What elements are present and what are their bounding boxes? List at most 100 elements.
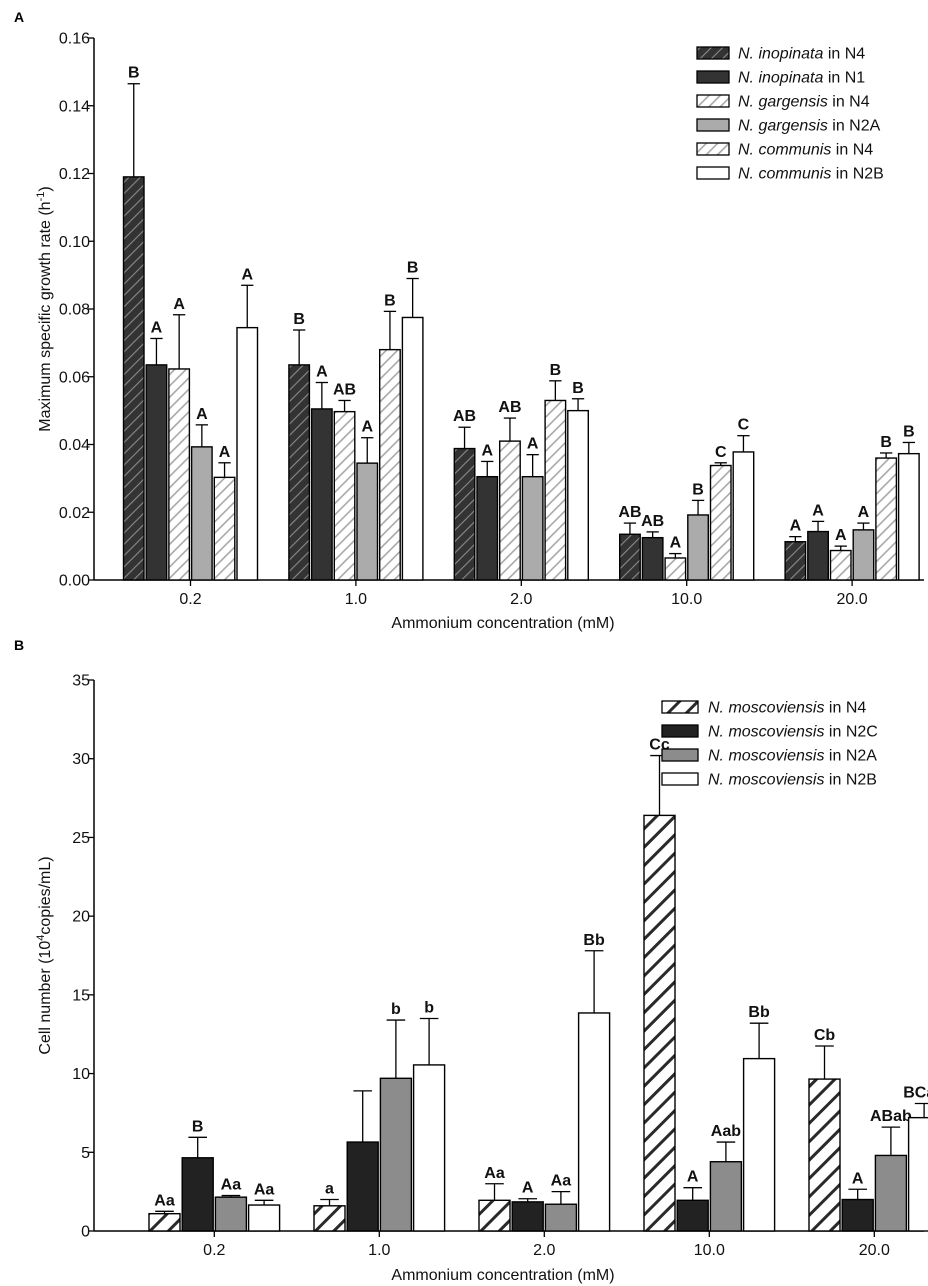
significance-label: B: [384, 292, 396, 309]
legend-label: N. moscoviensis in N4: [708, 700, 866, 717]
bar: [148, 1212, 181, 1232]
bar: [401, 316, 424, 581]
bar: [808, 1078, 841, 1232]
significance-label: A: [670, 535, 682, 552]
y-tick-label: 5: [81, 1145, 90, 1162]
legend-label: N. communis in N2B: [738, 166, 884, 183]
y-axis-title: Cell number (104copies/mL): [35, 856, 54, 1054]
bar: [313, 1205, 346, 1232]
significance-label: Cb: [814, 1027, 836, 1044]
significance-label: Aa: [254, 1181, 275, 1198]
y-tick-label: 30: [72, 751, 90, 768]
bar: [499, 440, 521, 581]
x-tick-label: 10.0: [671, 591, 702, 608]
significance-label: A: [835, 527, 847, 544]
panel-letter: B: [14, 637, 24, 653]
legend-swatch: [696, 46, 730, 60]
bar: [664, 557, 687, 581]
x-axis-title: Ammonium concentration (mM): [391, 615, 614, 632]
bar: [544, 399, 567, 581]
significance-label: B: [550, 362, 562, 379]
legend-label: N. gargensis in N2A: [738, 118, 881, 135]
bar: [168, 368, 191, 581]
y-tick-label: 35: [72, 673, 90, 690]
bar: [841, 1198, 874, 1232]
y-tick-label: 0.02: [59, 505, 90, 522]
bar: [453, 447, 476, 581]
significance-label: AB: [498, 399, 521, 416]
y-axis-title: Maximum specific growth rate (h-1): [35, 186, 54, 431]
legend-label: N. moscoviensis in N2A: [708, 748, 877, 765]
x-tick-label: 0.2: [203, 1242, 225, 1259]
significance-label: ABab: [870, 1108, 912, 1125]
bar: [288, 364, 311, 581]
bar: [577, 1012, 611, 1232]
significance-label: A: [481, 442, 493, 459]
x-tick-label: 1.0: [368, 1242, 390, 1259]
legend-swatch: [661, 772, 699, 786]
y-tick-label: 0.00: [59, 573, 90, 590]
significance-label: Aa: [154, 1192, 175, 1209]
x-axis-title: Ammonium concentration (mM): [391, 1267, 614, 1284]
legend-swatch: [661, 724, 699, 738]
bar: [521, 475, 544, 581]
significance-label: B: [572, 380, 584, 397]
significance-label: B: [903, 423, 915, 440]
bar: [875, 457, 898, 581]
significance-label: B: [293, 311, 305, 328]
legend-swatch: [696, 166, 730, 180]
significance-label: A: [173, 296, 185, 313]
significance-label: A: [852, 1170, 864, 1187]
significance-label: AB: [618, 504, 641, 521]
bar: [145, 364, 168, 581]
bar: [567, 409, 589, 581]
x-tick-label: 2.0: [510, 591, 532, 608]
significance-label: A: [241, 266, 253, 283]
bar: [544, 1203, 578, 1232]
bar: [476, 475, 499, 581]
panel-b-chart: B 0 5 10 15 20 25 30 35 Cell number (104copies/mL…: [14, 637, 928, 1284]
bar: [310, 408, 333, 581]
bar: [333, 410, 356, 581]
bar: [122, 176, 145, 581]
significance-label: b: [424, 999, 434, 1016]
bar: [907, 1116, 928, 1232]
significance-label: Aa: [551, 1173, 572, 1190]
significance-label: Aab: [711, 1123, 741, 1140]
legend-label: N. inopinata in N1: [738, 70, 865, 87]
significance-label: AB: [641, 513, 664, 530]
bar: [190, 446, 213, 581]
bar: [356, 462, 379, 581]
x-tick-label: 1.0: [345, 591, 367, 608]
bar: [807, 530, 829, 581]
bar: [742, 1057, 776, 1232]
significance-label: A: [812, 502, 824, 519]
significance-label: A: [316, 364, 328, 381]
x-tick-label: 10.0: [694, 1242, 725, 1259]
bar: [213, 476, 236, 581]
y-tick-label: 20: [72, 909, 90, 926]
y-tick-label: 10: [72, 1066, 90, 1083]
bar: [643, 814, 676, 1232]
legend-label: N. communis in N4: [738, 142, 873, 159]
bar: [478, 1199, 511, 1232]
significance-label: A: [858, 504, 870, 521]
legend-label: N. inopinata in N4: [738, 46, 865, 63]
y-tick-label: 25: [72, 830, 90, 847]
bar: [379, 348, 401, 581]
x-tick-label: 2.0: [533, 1242, 555, 1259]
legend-swatch: [696, 70, 730, 84]
y-tick-label: 0.08: [59, 302, 90, 319]
significance-label: A: [361, 419, 373, 436]
significance-label: AB: [453, 408, 476, 425]
bar: [236, 326, 259, 581]
y-tick-label: 0.04: [59, 437, 90, 454]
significance-label: A: [790, 518, 802, 535]
significance-label: B: [192, 1118, 204, 1135]
significance-label: b: [391, 1001, 401, 1018]
x-tick-label: 0.2: [179, 591, 201, 608]
significance-label: Aa: [221, 1177, 242, 1194]
significance-label: A: [151, 319, 163, 336]
legend-label: N. gargensis in N4: [738, 94, 870, 111]
panel-a-chart: A 0.00 0.02 0.04 0.06 0.08 0.10 0.12 0.14 0.16 Max…: [14, 9, 924, 632]
